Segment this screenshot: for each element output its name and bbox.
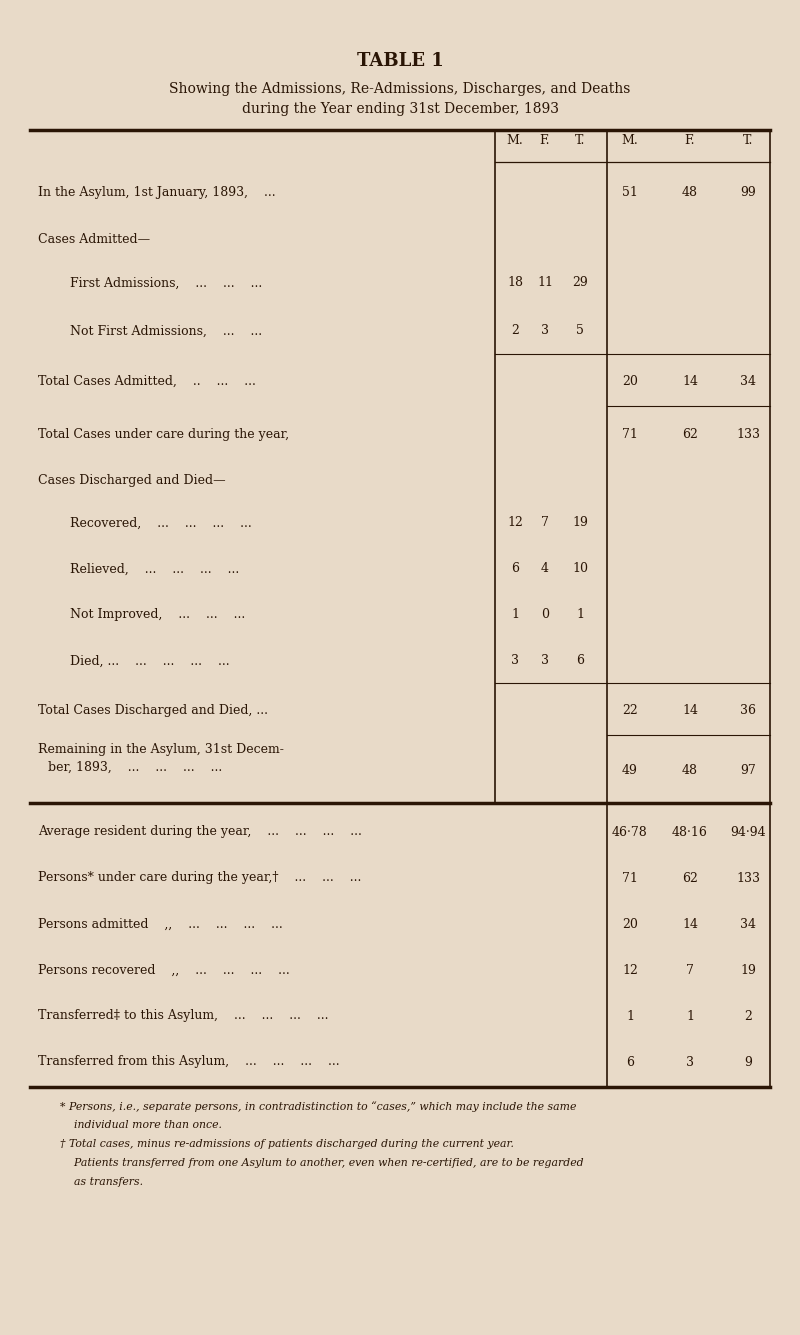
Text: T.: T. — [743, 134, 753, 147]
Text: In the Asylum, 1st January, 1893,    ...: In the Asylum, 1st January, 1893, ... — [38, 186, 276, 199]
Text: Persons* under care during the year,†    ...    ...    ...: Persons* under care during the year,† ..… — [38, 872, 362, 885]
Text: T.: T. — [575, 134, 585, 147]
Text: 71: 71 — [622, 872, 638, 885]
Text: 48: 48 — [682, 764, 698, 777]
Text: 1: 1 — [511, 609, 519, 621]
Text: Died, ...    ...    ...    ...    ...: Died, ... ... ... ... ... — [70, 654, 230, 668]
Text: 18: 18 — [507, 276, 523, 290]
Text: 49: 49 — [622, 764, 638, 777]
Text: Not Improved,    ...    ...    ...: Not Improved, ... ... ... — [70, 609, 246, 621]
Text: 7: 7 — [686, 964, 694, 976]
Text: 29: 29 — [572, 276, 588, 290]
Text: 48·16: 48·16 — [672, 825, 708, 838]
Text: as transfers.: as transfers. — [60, 1177, 143, 1187]
Text: 1: 1 — [626, 1009, 634, 1023]
Text: 62: 62 — [682, 872, 698, 885]
Text: 0: 0 — [541, 609, 549, 621]
Text: 34: 34 — [740, 917, 756, 930]
Text: ber, 1893,    ...    ...    ...    ...: ber, 1893, ... ... ... ... — [48, 761, 222, 774]
Text: 46·78: 46·78 — [612, 825, 648, 838]
Text: 19: 19 — [572, 517, 588, 530]
Text: 14: 14 — [682, 704, 698, 717]
Text: First Admissions,    ...    ...    ...: First Admissions, ... ... ... — [70, 276, 262, 290]
Text: Remaining in the Asylum, 31st Decem-: Remaining in the Asylum, 31st Decem- — [38, 744, 284, 756]
Text: 6: 6 — [626, 1056, 634, 1068]
Text: F.: F. — [540, 134, 550, 147]
Text: 12: 12 — [622, 964, 638, 976]
Text: TABLE 1: TABLE 1 — [357, 52, 443, 69]
Text: 9: 9 — [744, 1056, 752, 1068]
Text: Total Cases under care during the year,: Total Cases under care during the year, — [38, 429, 289, 441]
Text: Relieved,    ...    ...    ...    ...: Relieved, ... ... ... ... — [70, 562, 239, 575]
Text: during the Year ending 31st December, 1893: during the Year ending 31st December, 18… — [242, 101, 558, 116]
Text: Transferred‡ to this Asylum,    ...    ...    ...    ...: Transferred‡ to this Asylum, ... ... ...… — [38, 1009, 329, 1023]
Text: M.: M. — [622, 134, 638, 147]
Text: 94·94: 94·94 — [730, 825, 766, 838]
Text: 48: 48 — [682, 186, 698, 199]
Text: 7: 7 — [541, 517, 549, 530]
Text: 51: 51 — [622, 186, 638, 199]
Text: 133: 133 — [736, 872, 760, 885]
Text: 3: 3 — [541, 654, 549, 668]
Text: 6: 6 — [576, 654, 584, 668]
Text: 3: 3 — [686, 1056, 694, 1068]
Text: Total Cases Admitted,    ..    ...    ...: Total Cases Admitted, .. ... ... — [38, 375, 256, 387]
Text: Showing the Admissions, Re-Admissions, Discharges, and Deaths: Showing the Admissions, Re-Admissions, D… — [170, 81, 630, 96]
Text: individual more than once.: individual more than once. — [60, 1120, 222, 1129]
Text: 36: 36 — [740, 704, 756, 717]
Text: † Total cases, minus re-admissions of patients discharged during the current yea: † Total cases, minus re-admissions of pa… — [60, 1139, 514, 1149]
Text: Transferred from this Asylum,    ...    ...    ...    ...: Transferred from this Asylum, ... ... ..… — [38, 1056, 340, 1068]
Text: 4: 4 — [541, 562, 549, 575]
Text: Cases Discharged and Died—: Cases Discharged and Died— — [38, 474, 226, 487]
Text: * Persons, i.e., separate persons, in contradistinction to “cases,” which may in: * Persons, i.e., separate persons, in co… — [60, 1101, 576, 1112]
Text: 14: 14 — [682, 375, 698, 387]
Text: 71: 71 — [622, 429, 638, 441]
Text: 133: 133 — [736, 429, 760, 441]
Text: 10: 10 — [572, 562, 588, 575]
Text: 3: 3 — [541, 324, 549, 338]
Text: M.: M. — [506, 134, 523, 147]
Text: 34: 34 — [740, 375, 756, 387]
Text: Patients transferred from one Asylum to another, even when re-certified, are to : Patients transferred from one Asylum to … — [60, 1157, 584, 1168]
Text: 2: 2 — [511, 324, 519, 338]
Text: 97: 97 — [740, 764, 756, 777]
Text: 20: 20 — [622, 375, 638, 387]
Text: 3: 3 — [511, 654, 519, 668]
Text: 1: 1 — [686, 1009, 694, 1023]
Text: F.: F. — [685, 134, 695, 147]
Text: 11: 11 — [537, 276, 553, 290]
Text: Persons recovered    ,,    ...    ...    ...    ...: Persons recovered ,, ... ... ... ... — [38, 964, 290, 976]
Text: 6: 6 — [511, 562, 519, 575]
Text: 14: 14 — [682, 917, 698, 930]
Text: 2: 2 — [744, 1009, 752, 1023]
Text: 5: 5 — [576, 324, 584, 338]
Text: Cases Admitted—: Cases Admitted— — [38, 234, 150, 246]
Text: Average resident during the year,    ...    ...    ...    ...: Average resident during the year, ... ..… — [38, 825, 362, 838]
Text: Total Cases Discharged and Died, ...: Total Cases Discharged and Died, ... — [38, 704, 268, 717]
Text: 62: 62 — [682, 429, 698, 441]
Text: Persons admitted    ,,    ...    ...    ...    ...: Persons admitted ,, ... ... ... ... — [38, 917, 282, 930]
Text: 22: 22 — [622, 704, 638, 717]
Text: 1: 1 — [576, 609, 584, 621]
Text: Not First Admissions,    ...    ...: Not First Admissions, ... ... — [70, 324, 262, 338]
Text: 19: 19 — [740, 964, 756, 976]
Text: 20: 20 — [622, 917, 638, 930]
Text: 99: 99 — [740, 186, 756, 199]
Text: 12: 12 — [507, 517, 523, 530]
Text: Recovered,    ...    ...    ...    ...: Recovered, ... ... ... ... — [70, 517, 252, 530]
